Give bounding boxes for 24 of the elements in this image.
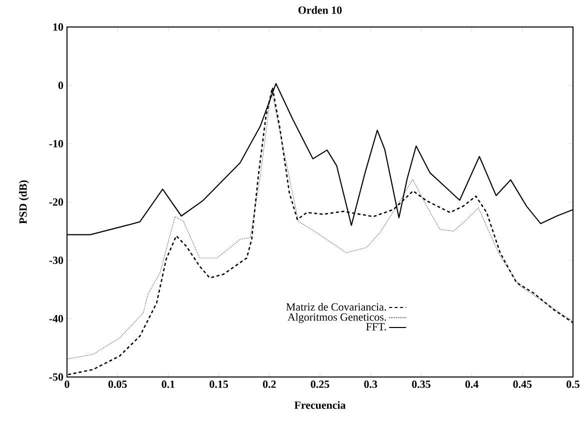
x-tick-label: 0.35 — [412, 380, 430, 388]
x-tick-label: 0.5 — [566, 380, 580, 388]
x-tick-label: 0.15 — [210, 380, 228, 388]
x-axis-title: Frecuencia — [294, 401, 346, 409]
legend-label: Algoritmos Geneticos. — [288, 313, 386, 324]
x-tick-label: 0.3 — [364, 380, 378, 388]
y-tick-label: 10 — [53, 23, 64, 31]
x-tick-label: 0.4 — [465, 380, 478, 388]
x-tick-label: 0.2 — [262, 380, 276, 388]
y-axis-title: PSD (dB) — [19, 180, 29, 224]
legend-label: FFT. — [366, 323, 386, 330]
x-tick-label: 0.1 — [162, 380, 174, 388]
y-tick-label: -20 — [49, 198, 64, 206]
x-tick-label: 0 — [64, 380, 70, 388]
y-tick-label: -50 — [49, 373, 64, 381]
legend-label: Matriz de Covariancia. — [286, 302, 386, 311]
x-tick-label: 0.05 — [108, 380, 127, 388]
chart-title: Orden 10 — [298, 6, 342, 14]
y-tick-label: -30 — [49, 256, 64, 264]
x-tick-label: 0.45 — [513, 380, 532, 388]
y-tick-label: -10 — [49, 140, 64, 148]
y-tick-label: 0 — [58, 82, 64, 90]
x-tick-label: 0.25 — [310, 380, 330, 388]
y-tick-label: -40 — [49, 314, 64, 322]
